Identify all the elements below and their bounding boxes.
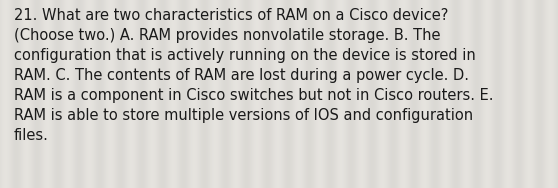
Text: 21. What are two characteristics of RAM on a Cisco device?
(Choose two.) A. RAM : 21. What are two characteristics of RAM … — [14, 8, 493, 143]
